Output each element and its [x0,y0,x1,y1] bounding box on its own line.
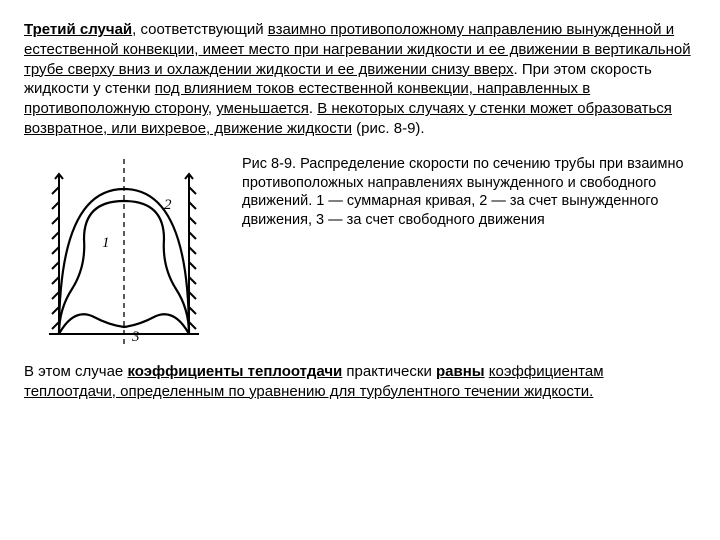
figure-8-9: 1 2 3 [24,149,224,354]
p1-s1h: . [309,100,317,117]
label-3: 3 [131,329,140,345]
figure-row: 1 2 3 Рис 8-9. Распределение скорости по… [24,149,696,354]
p2-s2: коэффициенты теплоотдачи [127,363,342,380]
p2-s4: равны [436,363,485,380]
p1-s1j: (рис. 8-9). [352,120,425,137]
label-1: 1 [102,235,110,251]
paragraph-2: В этом случае коэффициенты теплоотдачи п… [24,362,696,402]
p1-s1a: Третий случай [24,21,132,38]
p2-s3: практически [342,363,436,380]
paragraph-1: Третий случай, соответствующий взаимно п… [24,20,696,139]
p1-s1b: , соответствующий [132,21,268,38]
p1-s1g: уменьшается [216,100,309,117]
figure-caption: Рис 8-9. Распределение скорости по сечен… [242,149,696,230]
p2-s1: В этом случае [24,363,127,380]
label-2: 2 [164,197,172,213]
p1-s1f: , [208,100,216,117]
